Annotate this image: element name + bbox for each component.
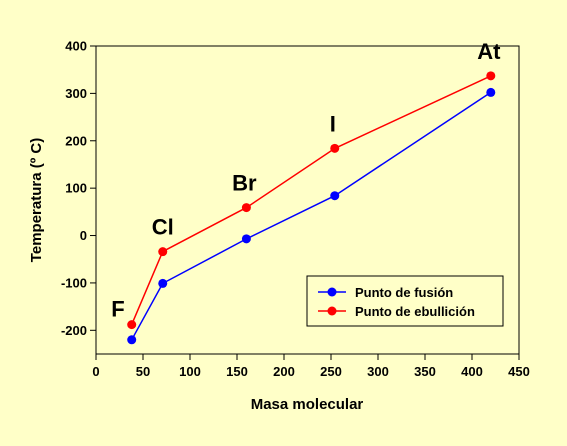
legend-marker-fusion xyxy=(327,287,337,297)
legend-label-ebullicion: Punto de ebullición xyxy=(355,304,475,319)
data-point xyxy=(127,320,137,330)
legend-label-fusion: Punto de fusión xyxy=(355,285,453,300)
y-tick-label: 300 xyxy=(65,86,87,101)
point-label: Cl xyxy=(152,215,174,240)
x-tick-label: 350 xyxy=(414,364,436,379)
data-point xyxy=(241,203,251,213)
point-label: F xyxy=(111,297,124,322)
legend-box xyxy=(306,275,504,327)
x-tick-label: 150 xyxy=(226,364,248,379)
legend-marker-ebullicion xyxy=(327,306,337,316)
x-tick-label: 300 xyxy=(367,364,389,379)
x-tick-label: 200 xyxy=(273,364,295,379)
legend: Punto de fusión Punto de ebullición xyxy=(306,275,504,327)
data-point xyxy=(486,71,496,81)
y-tick-label: 0 xyxy=(80,228,87,243)
y-tick-label: -100 xyxy=(61,275,87,290)
data-point xyxy=(241,234,251,244)
y-tick-label: 100 xyxy=(65,181,87,196)
data-point xyxy=(158,247,168,257)
y-tick-label: 400 xyxy=(65,39,87,54)
data-point xyxy=(330,191,340,201)
data-point xyxy=(330,143,340,153)
x-tick-label: 50 xyxy=(136,364,150,379)
x-tick-label: 0 xyxy=(92,364,99,379)
x-axis-title: Masa molecular xyxy=(251,396,364,413)
point-label: I xyxy=(330,111,336,136)
x-tick-label: 100 xyxy=(179,364,201,379)
data-point xyxy=(486,87,496,97)
x-tick-label: 400 xyxy=(461,364,483,379)
x-tick-label: 250 xyxy=(320,364,342,379)
y-tick-label: 200 xyxy=(65,133,87,148)
y-axis-title: Temperatura (º C) xyxy=(28,138,45,262)
x-tick-label: 450 xyxy=(508,364,530,379)
point-label: Br xyxy=(232,171,257,196)
point-label: At xyxy=(477,39,501,64)
data-point xyxy=(127,335,137,345)
data-point xyxy=(158,278,168,288)
y-tick-label: -200 xyxy=(61,323,87,338)
